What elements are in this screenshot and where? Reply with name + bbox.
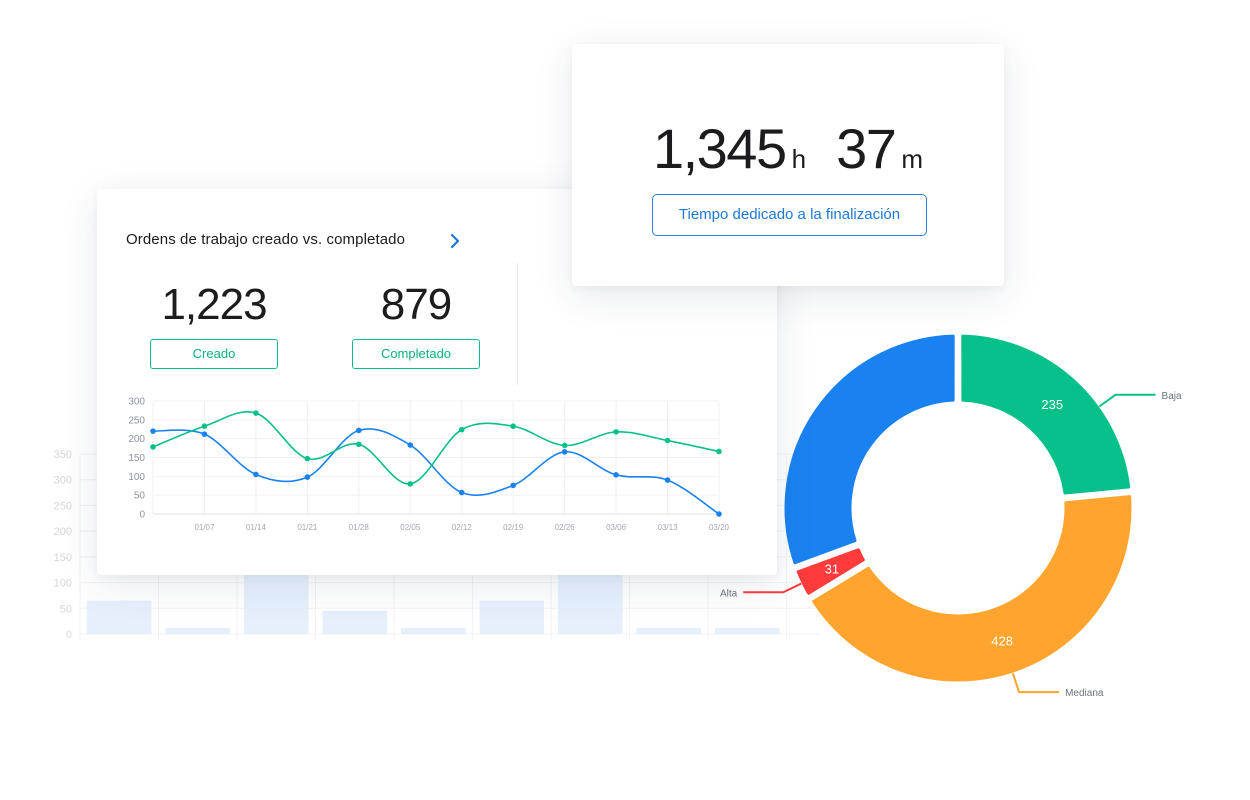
bg-y-tick-label: 350 [54,449,72,461]
leader-line [1011,672,1060,694]
slice-category-label: Alta [720,588,738,599]
slice-category-label: Baja [1162,391,1182,402]
x-tick-label: 03/20 [709,523,730,532]
data-point [613,429,619,435]
bg-bar [558,569,623,634]
y-tick-label: 100 [128,472,145,483]
x-tick-label: 02/12 [452,523,473,532]
y-tick-label: 50 [134,491,146,502]
data-point [664,437,671,444]
data-point [356,441,362,448]
data-point [561,442,568,449]
data-point [561,449,568,455]
data-point [458,489,465,496]
data-point [407,481,414,487]
created-vs-completed-line-chart: 0 50 100 150 200 250 300 01/07 01/14 01/21 01/28 02… [128,397,730,533]
x-tick-label: 01/28 [349,523,370,532]
bg-bar [715,627,780,634]
x-tick-label: 01/21 [297,523,318,532]
data-point [304,455,311,462]
donut-slice-other [784,334,955,565]
data-point [510,423,516,430]
chevron-right-icon[interactable] [448,232,462,250]
y-tick-label: 300 [128,397,145,408]
data-point [201,431,208,437]
minutes-unit: m [901,144,924,174]
data-point [201,423,208,430]
bg-y-tick-label: 50 [60,603,72,615]
divider [517,263,518,385]
created-count: 1,223 [161,280,267,329]
card-title: Ordens de trabajo creado vs. completado [126,231,406,248]
slice-value-label: 31 [825,561,839,576]
bg-bar [165,627,230,634]
data-point [716,511,722,517]
priority-donut-chart: 235 428 31 Baja Mediana Alta [720,334,1182,699]
series-line-0 [152,428,720,515]
bg-y-tick-label: 200 [54,526,72,538]
x-tick-label: 02/19 [503,523,524,532]
bg-bar [401,627,466,634]
bg-y-tick-label: 100 [54,578,72,590]
data-point [458,426,465,433]
bg-bar [636,627,701,634]
leader-line [1098,393,1156,408]
time-spent-card: 1,345 h 37 m Tiempo dedicado a la finalizac… [572,44,1004,286]
x-tick-label: 02/05 [400,523,421,532]
hours-unit: h [791,144,807,174]
slice-category-label: Mediana [1065,688,1104,699]
y-tick-label: 200 [128,434,145,445]
y-tick-label: 250 [128,415,145,426]
bg-y-tick-label: 150 [54,552,72,564]
y-tick-label: 150 [128,453,145,464]
bg-bar [87,600,152,634]
bg-bar [479,600,544,634]
created-stat: 1,223 Creado [150,283,278,369]
time-spent-value: 1,345 h 37 m [572,116,1004,181]
leader-line [743,582,802,594]
data-point [407,442,414,448]
series-line-1 [152,411,720,485]
x-tick-label: 03/13 [658,523,679,532]
donut-slice-mediana [812,495,1132,682]
minutes-value: 37 [836,117,897,180]
bg-bar [244,574,309,634]
time-to-completion-button[interactable]: Tiempo dedicado a la finalización [652,194,927,236]
data-point [664,477,671,483]
data-point [716,448,722,455]
data-point [150,428,156,434]
x-tick-label: 02/26 [555,523,576,532]
created-button[interactable]: Creado [150,339,278,369]
bg-bar [322,610,387,634]
data-point [253,410,259,416]
x-tick-label: 01/07 [194,523,215,532]
bg-y-tick-label: 0 [66,629,72,641]
completed-count: 879 [380,280,452,329]
data-point [356,427,362,434]
bg-y-tick-label: 300 [54,475,72,487]
bg-y-tick-label: 250 [54,500,72,512]
data-point [150,444,156,450]
donut-slice-alta [796,548,865,595]
data-point [253,471,259,478]
donut-slice-baja [961,334,1131,495]
completed-button[interactable]: Completado [352,339,480,369]
hours-value: 1,345 [652,117,787,180]
x-tick-label: 03/06 [606,523,627,532]
completed-stat: 879 Completado [352,283,480,369]
slice-value-label: 428 [991,633,1013,648]
y-tick-label: 0 [139,510,145,521]
data-point [304,474,311,480]
data-point [613,472,619,478]
x-tick-label: 01/14 [246,523,267,532]
slice-value-label: 235 [1041,397,1063,412]
data-point [510,482,516,489]
